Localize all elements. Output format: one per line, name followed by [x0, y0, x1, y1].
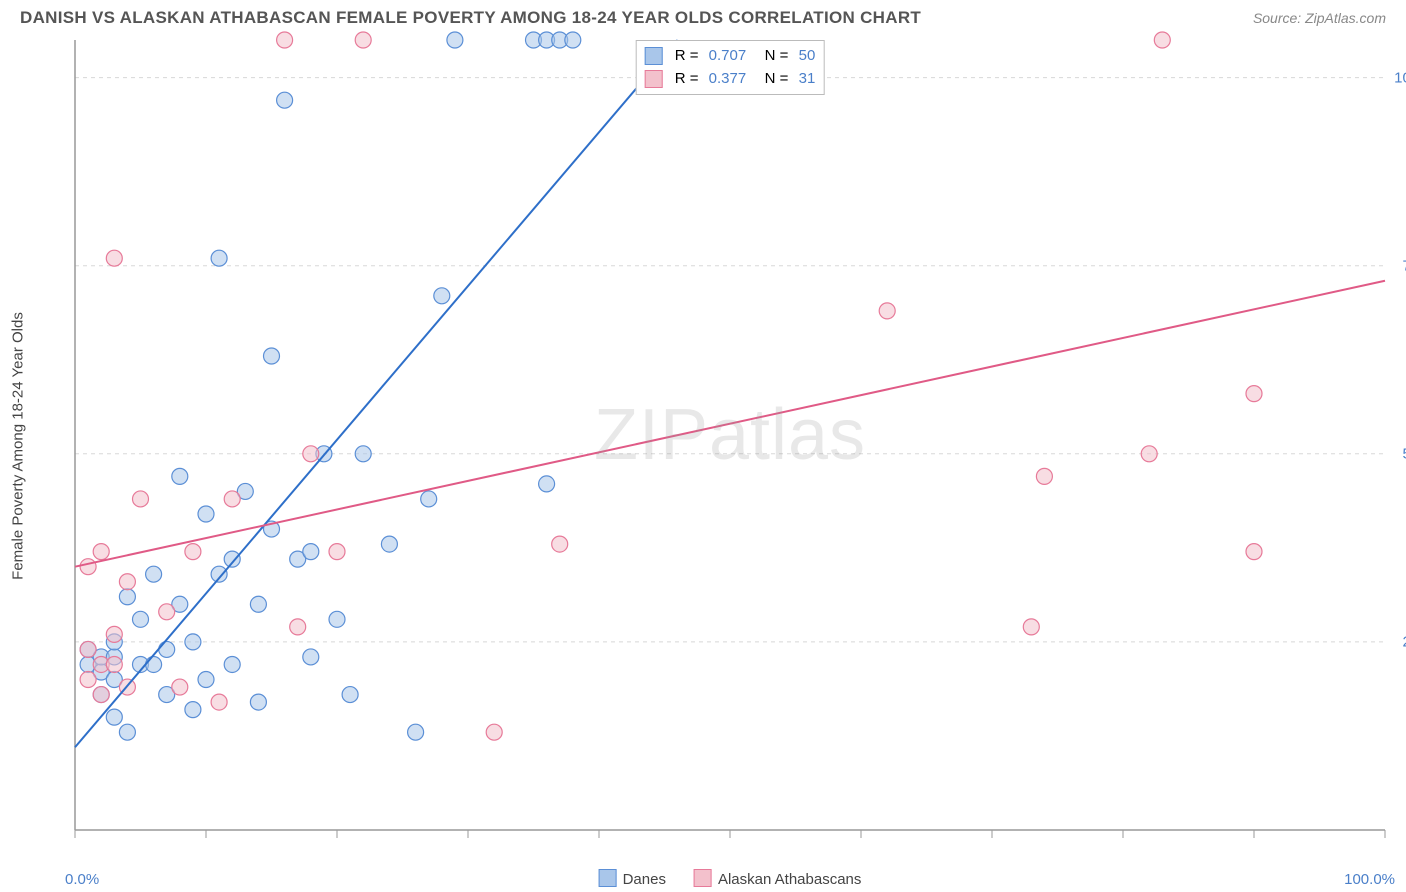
scatter-plot-svg [75, 40, 1385, 830]
y-tick-label: 25.0% [1402, 633, 1406, 650]
swatch-danes [645, 47, 663, 65]
y-axis-label: Female Poverty Among 18-24 Year Olds [10, 312, 27, 580]
y-tick-label: 75.0% [1402, 257, 1406, 274]
stat-r-label: R = [675, 68, 703, 91]
legend-item-athabascans: Alaskan Athabascans [694, 869, 861, 888]
y-tick-label: 50.0% [1402, 445, 1406, 462]
chart-title: DANISH VS ALASKAN ATHABASCAN FEMALE POVE… [20, 8, 921, 28]
stat-r-label: R = [675, 45, 703, 68]
legend-swatch-athabascans [694, 869, 712, 887]
legend-label-athabascans: Alaskan Athabascans [718, 871, 861, 888]
stat-row-athabascans: R = 0.377 N = 31 [645, 68, 816, 91]
correlation-stats-box: R = 0.707 N = 50 R = 0.377 N = 31 [636, 40, 825, 95]
source-label: Source: ZipAtlas.com [1253, 10, 1386, 26]
x-tick-min: 0.0% [65, 871, 99, 888]
swatch-athabascans [645, 70, 663, 88]
legend: Danes Alaskan Athabascans [599, 869, 862, 888]
stat-row-danes: R = 0.707 N = 50 [645, 45, 816, 68]
stat-n-danes: 50 [799, 45, 816, 68]
stat-r-athabascans: 0.377 [709, 68, 747, 91]
x-tick-max: 100.0% [1344, 871, 1395, 888]
legend-swatch-danes [599, 869, 617, 887]
chart-area: ZIPatlas R = 0.707 N = 50 R = 0.377 N = … [75, 40, 1385, 830]
y-tick-label: 100.0% [1394, 69, 1406, 86]
stat-n-label: N = [752, 45, 792, 68]
legend-label-danes: Danes [623, 871, 666, 888]
stat-r-danes: 0.707 [709, 45, 747, 68]
legend-item-danes: Danes [599, 869, 666, 888]
stat-n-label: N = [752, 68, 792, 91]
stat-n-athabascans: 31 [799, 68, 816, 91]
